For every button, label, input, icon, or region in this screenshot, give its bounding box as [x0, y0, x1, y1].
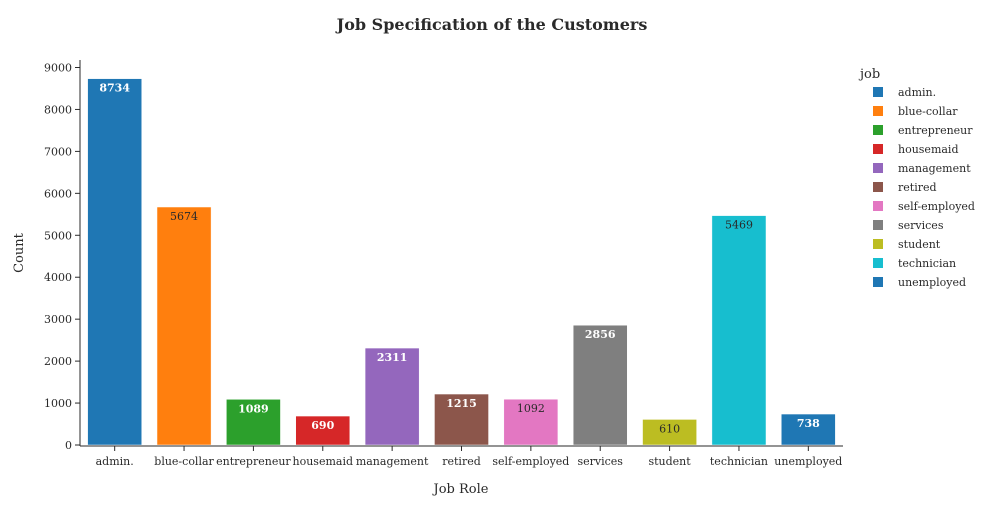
- y-tick-label: 5000: [44, 229, 72, 242]
- bar-value-label: 1092: [517, 402, 545, 415]
- bar[interactable]: [364, 347, 420, 446]
- legend-item[interactable]: entrepreneur: [873, 124, 973, 137]
- legend-item[interactable]: admin.: [873, 86, 936, 99]
- bar[interactable]: [156, 206, 212, 446]
- bar-value-label: 5469: [725, 219, 753, 232]
- bar[interactable]: [572, 324, 628, 446]
- x-tick-label: unemployed: [774, 455, 842, 468]
- y-tick-label: 8000: [44, 103, 72, 116]
- x-tick-label: entrepreneur: [216, 455, 291, 468]
- legend-item[interactable]: self-employed: [873, 200, 975, 213]
- y-tick-label: 4000: [44, 271, 72, 284]
- bar-value-label: 2856: [585, 328, 616, 341]
- legend-item[interactable]: retired: [873, 181, 937, 194]
- plot-area: 0 1000 2000 3000 4000 5000 6000 7000 8000 9000 87…: [44, 60, 843, 468]
- y-tick-label: 6000: [44, 187, 72, 200]
- x-tick-label: technician: [710, 455, 768, 468]
- legend-item[interactable]: blue-collar: [873, 105, 958, 118]
- legend-item[interactable]: student: [873, 238, 941, 251]
- y-tick-label: 9000: [44, 62, 72, 75]
- chart-title: Job Specification of the Customers: [335, 15, 648, 34]
- legend-label: retired: [898, 181, 937, 194]
- legend-label: management: [898, 162, 971, 175]
- x-tick-label: blue-collar: [154, 455, 214, 468]
- x-tick-label: services: [577, 455, 623, 468]
- bar[interactable]: [711, 215, 767, 446]
- bar-value-label: 690: [311, 419, 334, 432]
- legend-swatch: [873, 106, 883, 116]
- legend-swatch: [873, 144, 883, 154]
- legend-swatch: [873, 258, 883, 268]
- legend-label: entrepreneur: [898, 124, 973, 137]
- legend-title: job: [858, 67, 880, 82]
- y-axis-title: Count: [12, 232, 27, 273]
- legend-swatch: [873, 239, 883, 249]
- x-tick-label: student: [648, 455, 691, 468]
- x-tick-label: management: [356, 455, 429, 468]
- legend-swatch: [873, 220, 883, 230]
- bar-value-label: 8734: [99, 82, 130, 95]
- legend-label: unemployed: [898, 276, 966, 289]
- bar-value-label: 1215: [446, 397, 477, 410]
- x-axis-ticks: admin. blue-collar entrepreneur housemaid ma…: [96, 446, 842, 468]
- legend-swatch: [873, 201, 883, 211]
- bar-value-label: 5674: [170, 210, 198, 223]
- legend-label: technician: [898, 257, 956, 270]
- y-tick-label: 1000: [44, 397, 72, 410]
- legend-item[interactable]: management: [873, 162, 971, 175]
- bar[interactable]: [642, 419, 697, 446]
- bar[interactable]: [295, 415, 351, 446]
- legend-swatch: [873, 125, 883, 135]
- legend-item[interactable]: housemaid: [873, 143, 959, 156]
- legend-label: self-employed: [898, 200, 975, 213]
- legend-item[interactable]: unemployed: [873, 276, 966, 289]
- x-tick-label: retired: [442, 455, 481, 468]
- bar[interactable]: [87, 78, 142, 446]
- legend-swatch: [873, 163, 883, 173]
- x-tick-label: admin.: [96, 455, 134, 468]
- legend-swatch: [873, 87, 883, 97]
- x-tick-label: housemaid: [293, 455, 354, 468]
- legend-label: housemaid: [898, 143, 959, 156]
- bar-value-label: 1089: [238, 402, 269, 415]
- bar[interactable]: [434, 393, 489, 446]
- legend: job admin. blue-collar entrepreneur housema…: [858, 67, 975, 289]
- legend-swatch: [873, 277, 883, 287]
- legend-item[interactable]: services: [873, 219, 944, 232]
- legend-swatch: [873, 182, 883, 192]
- legend-label: services: [898, 219, 944, 232]
- bar[interactable]: [226, 399, 281, 446]
- legend-label: admin.: [898, 86, 936, 99]
- y-tick-label: 0: [65, 439, 72, 452]
- y-tick-label: 2000: [44, 355, 72, 368]
- y-tick-label: 7000: [44, 145, 72, 158]
- legend-label: blue-collar: [898, 105, 958, 118]
- bar[interactable]: [503, 398, 559, 446]
- bar-value-label: 738: [797, 417, 820, 430]
- legend-label: student: [898, 238, 941, 251]
- x-tick-label: self-employed: [492, 455, 569, 468]
- x-axis-title: Job Role: [432, 482, 489, 497]
- legend-item[interactable]: technician: [873, 257, 956, 270]
- y-tick-label: 3000: [44, 313, 72, 326]
- bar-value-label: 610: [659, 422, 680, 435]
- bar-value-label: 2311: [377, 351, 408, 364]
- bar[interactable]: [781, 413, 836, 446]
- bars: 8734 5674 1089 690 2311 1215 1092 2856 610 5469 73…: [87, 78, 836, 446]
- y-axis-ticks: 0 1000 2000 3000 4000 5000 6000 7000 8000 9000: [44, 62, 80, 452]
